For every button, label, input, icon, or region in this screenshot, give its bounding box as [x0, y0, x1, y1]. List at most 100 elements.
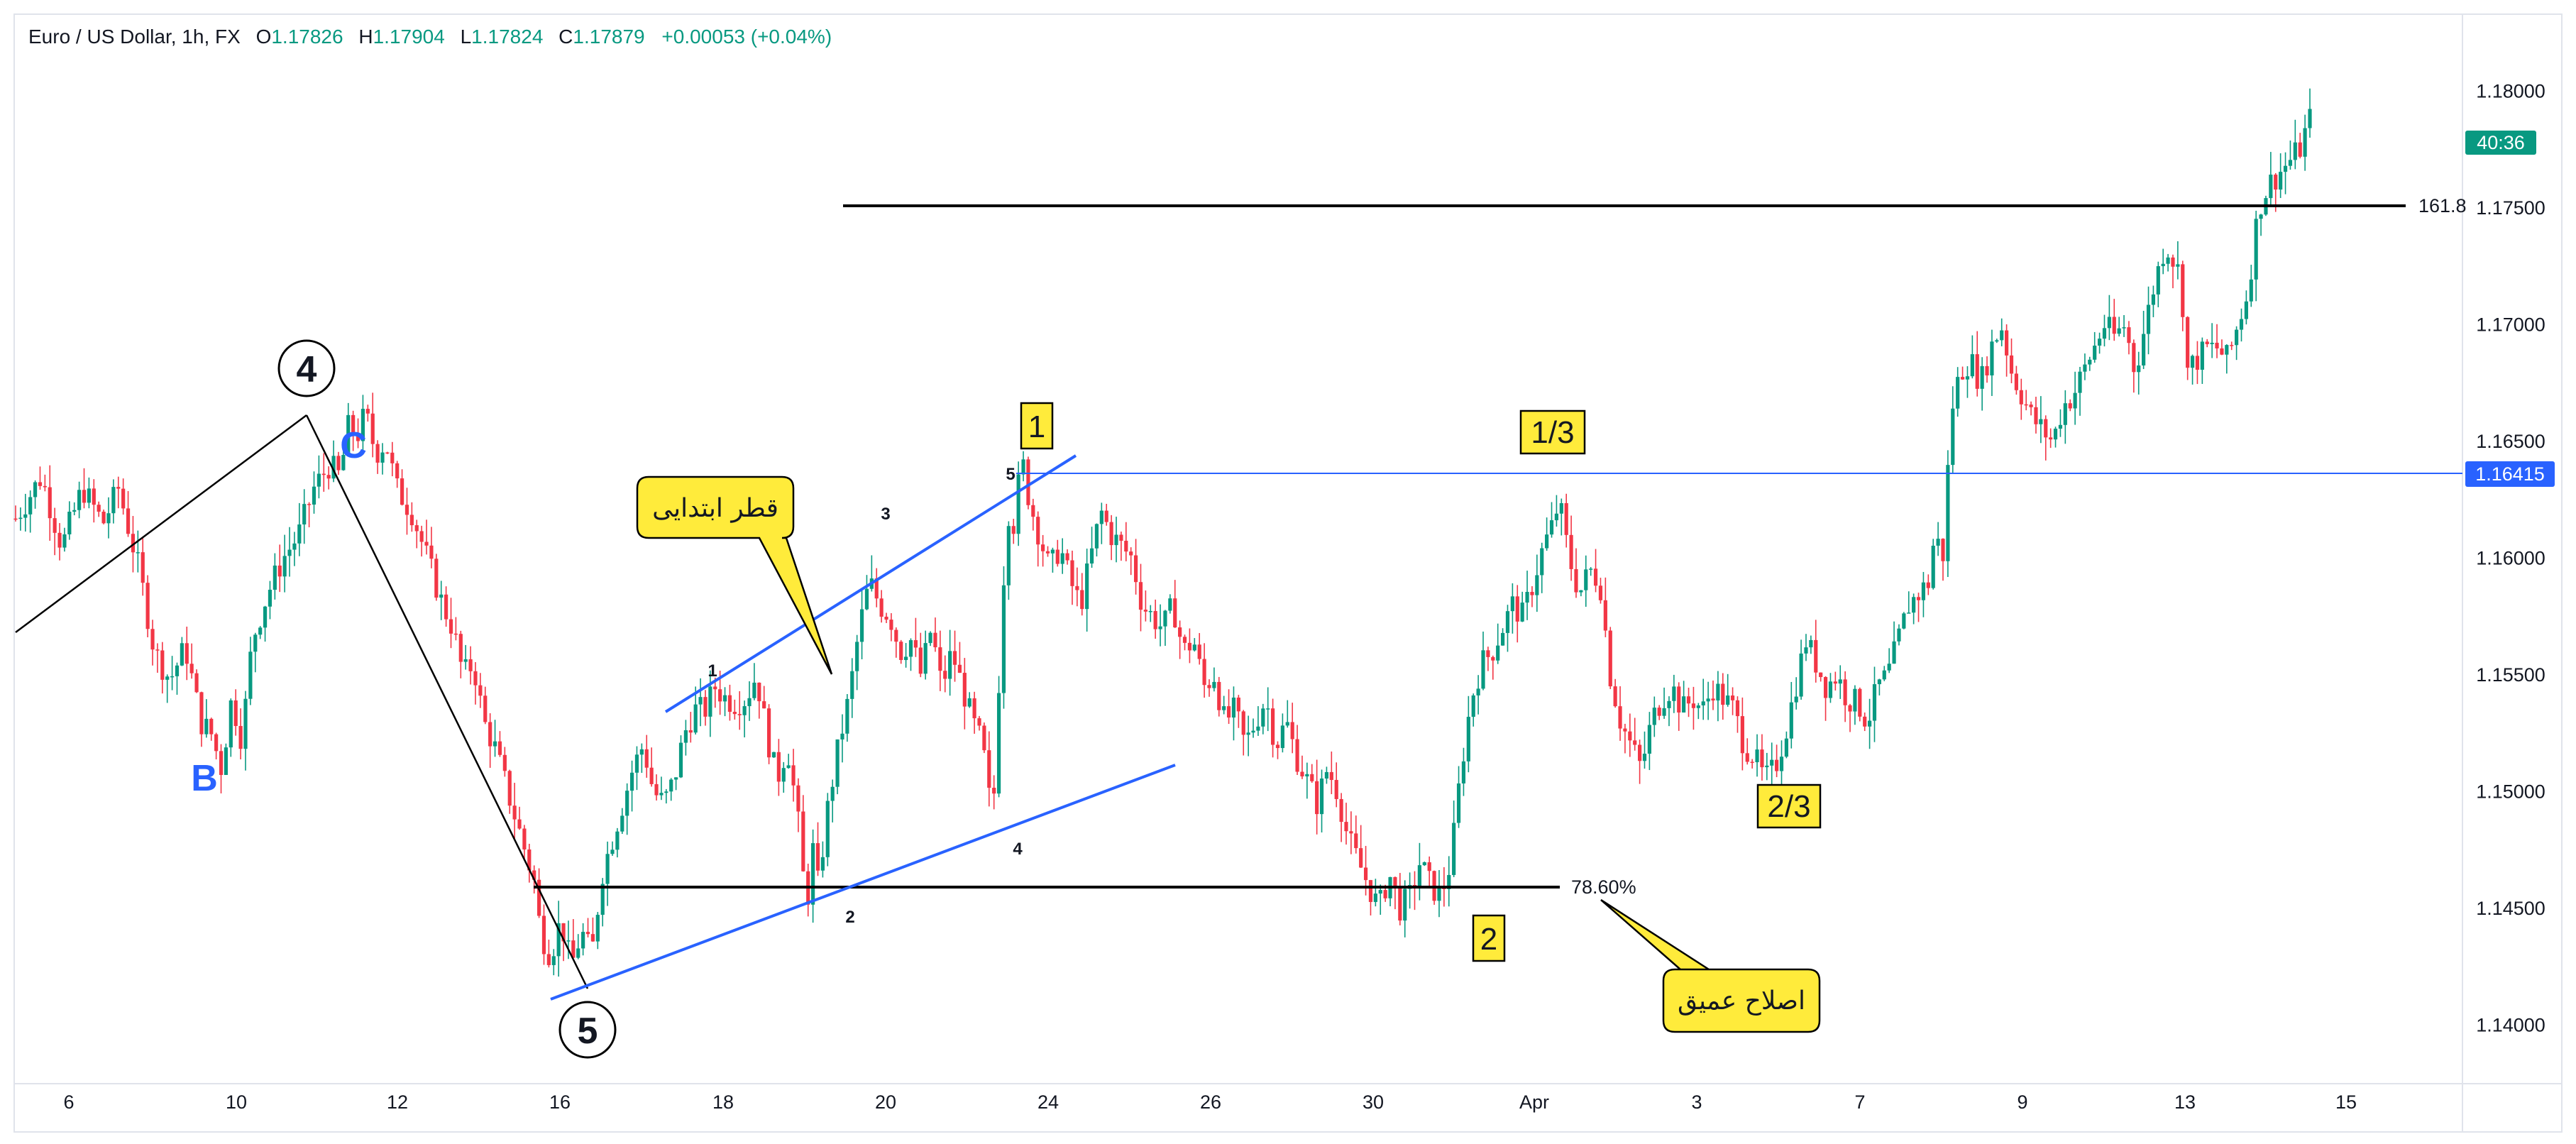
candle	[1799, 639, 1803, 700]
candle-body	[414, 525, 419, 532]
candle-body	[541, 915, 546, 955]
candle	[982, 722, 986, 754]
box-1-marker: 1	[1020, 402, 1054, 450]
candle	[2097, 332, 2102, 354]
candle	[1011, 518, 1015, 544]
candle	[2068, 399, 2072, 412]
candle	[884, 612, 888, 623]
candle-body	[404, 505, 409, 515]
channel-upper-line[interactable]	[664, 454, 1077, 713]
candle	[2161, 248, 2165, 275]
candle	[194, 669, 199, 693]
candle	[1075, 567, 1079, 607]
candle-body	[2254, 219, 2258, 280]
candle-body	[1496, 645, 1500, 661]
candle	[77, 481, 82, 519]
candle-body	[1618, 706, 1622, 729]
candle-body	[1173, 598, 1177, 628]
candle-body	[1207, 685, 1211, 688]
wave-line-b-4	[15, 414, 307, 634]
candle	[850, 658, 854, 718]
candle-body	[346, 414, 351, 456]
candle	[713, 677, 717, 708]
candle-body	[1726, 695, 1730, 705]
candle-body	[1569, 534, 1573, 569]
candle-body	[312, 486, 317, 505]
candle-body	[625, 791, 629, 816]
candle-body	[1001, 585, 1006, 693]
candle	[698, 678, 703, 727]
time-tick-label: 15	[2335, 1091, 2357, 1113]
candle-body	[664, 791, 668, 793]
candle-body	[1383, 890, 1387, 898]
candle	[1236, 695, 1240, 728]
candle-body	[2279, 172, 2283, 190]
candle-body	[273, 565, 277, 590]
candle	[2288, 141, 2293, 170]
candle	[145, 575, 150, 638]
candle	[1589, 567, 1593, 576]
candle	[752, 663, 756, 700]
candle-body	[2200, 341, 2204, 370]
time-tag-text: 40:36	[2477, 132, 2525, 153]
box-13-label: 1/3	[1531, 415, 1574, 450]
channel-lower-line[interactable]	[550, 764, 1176, 1001]
candle-body	[2215, 342, 2219, 348]
candle-body	[1701, 701, 1705, 705]
candle	[365, 405, 370, 422]
candle-body	[1461, 761, 1466, 783]
candle-body	[2166, 257, 2170, 264]
candle-body	[1065, 553, 1069, 561]
candle-body	[1080, 590, 1084, 610]
candle	[1359, 825, 1363, 869]
candle-body	[762, 701, 766, 709]
candle	[370, 392, 375, 458]
time-tick-label: Apr	[1519, 1091, 1549, 1113]
callout-deep-text: اصلاح عمیق	[1678, 986, 1805, 1016]
callout-diagonal[interactable]: قطر ابتدایی	[636, 475, 833, 675]
candle	[1241, 710, 1245, 756]
price-tag-bg	[2465, 461, 2555, 487]
candle-body	[439, 594, 444, 598]
candle-body	[752, 682, 756, 698]
candle-body	[1628, 731, 1632, 741]
candle	[2190, 354, 2195, 385]
candle	[1887, 648, 1891, 673]
candle-body	[121, 488, 126, 509]
candle	[1716, 671, 1720, 722]
candle	[180, 637, 184, 666]
candle-body	[1271, 708, 1275, 745]
candle	[1114, 517, 1118, 563]
candle-body	[258, 627, 263, 635]
candle	[669, 778, 673, 801]
candle-body	[1016, 474, 1020, 534]
candle-body	[1535, 575, 1539, 595]
candle-body	[1045, 551, 1050, 554]
candle-body	[977, 718, 981, 726]
candle-body	[908, 640, 913, 657]
time-axis[interactable]: 6 10 12 16 18 20 24 26 30 Apr 3 7 9 13 15	[63, 1091, 2357, 1113]
candle-body	[13, 518, 18, 520]
candle-body	[1437, 887, 1441, 901]
time-tick-label: 30	[1363, 1091, 1384, 1113]
candle	[2171, 254, 2175, 289]
candle	[409, 502, 414, 532]
candle	[317, 455, 321, 499]
candle	[1642, 731, 1647, 769]
candle	[336, 451, 341, 475]
candle	[1104, 503, 1108, 526]
candle	[1266, 687, 1270, 732]
candle	[483, 686, 488, 725]
candle-body	[106, 513, 111, 524]
candle-body	[1246, 732, 1250, 735]
callout-deep[interactable]: اصلاح عمیق	[1600, 898, 1821, 1033]
candle-body	[317, 473, 321, 487]
candle-body	[1197, 644, 1201, 659]
candle-body	[556, 923, 561, 957]
candle	[1980, 357, 1984, 411]
price-axis[interactable]: 1.18000 1.17500 1.17000 1.16500 1.16000 1.155…	[2476, 81, 2545, 1036]
candle-body	[1099, 510, 1103, 524]
candle	[1109, 515, 1113, 561]
candle-body	[786, 765, 791, 769]
